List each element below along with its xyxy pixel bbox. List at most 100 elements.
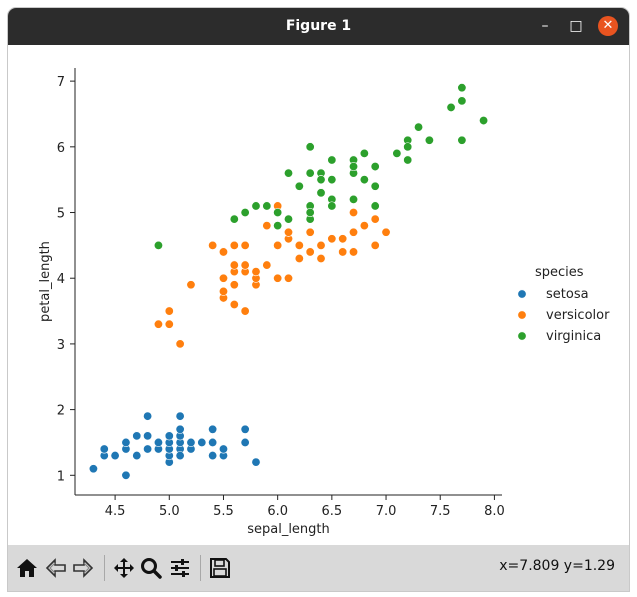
zoom-button[interactable]	[138, 555, 164, 581]
legend-marker-virginica	[517, 331, 527, 341]
home-button[interactable]	[14, 555, 40, 581]
point-setosa	[218, 444, 228, 454]
close-button[interactable]: ✕	[598, 16, 618, 36]
point-virginica	[316, 188, 326, 198]
point-setosa	[110, 451, 120, 461]
title-bar[interactable]: Figure 1 – □ ✕	[8, 8, 629, 45]
point-versicolor	[349, 227, 359, 237]
back-button[interactable]	[43, 555, 69, 581]
point-versicolor	[229, 280, 239, 290]
point-versicolor	[164, 306, 174, 316]
legend-title: species	[535, 265, 584, 280]
toolbar-separator	[200, 555, 201, 581]
point-setosa	[121, 470, 131, 480]
configure-subplots-button[interactable]	[167, 555, 193, 581]
point-virginica	[262, 201, 272, 211]
point-versicolor	[218, 273, 228, 283]
point-setosa	[143, 444, 153, 454]
point-setosa	[208, 437, 218, 447]
x-tick-label: 4.5	[105, 504, 126, 519]
point-virginica	[251, 201, 261, 211]
point-versicolor	[251, 267, 261, 277]
y-tick-label: 3	[57, 338, 65, 353]
y-tick-label: 5	[57, 207, 65, 222]
back-icon	[45, 558, 66, 578]
point-versicolor	[316, 240, 326, 250]
pan-icon	[114, 558, 134, 578]
point-virginica	[294, 181, 304, 191]
point-versicolor	[294, 254, 304, 264]
save-button[interactable]	[207, 555, 233, 581]
point-virginica	[305, 168, 315, 178]
point-setosa	[132, 451, 142, 461]
point-setosa	[153, 437, 163, 447]
window-title: Figure 1	[285, 18, 352, 34]
point-virginica	[424, 135, 434, 145]
scatter-chart: 4.5 5.0 5.5 6.0 6.5 7.0 7.5 8.0 1 2 3 4 5 6 7 sepal_l…	[38, 68, 610, 537]
toolbar-separator	[104, 555, 105, 581]
point-versicolor	[240, 260, 250, 270]
subplots-icon	[171, 559, 189, 577]
minimize-button[interactable]: –	[541, 18, 549, 34]
point-virginica	[305, 208, 315, 218]
point-setosa	[186, 437, 196, 447]
legend-marker-setosa	[517, 289, 527, 299]
point-setosa	[197, 437, 207, 447]
point-setosa	[175, 451, 185, 461]
x-tick-label: 7.0	[376, 504, 397, 519]
point-setosa	[143, 411, 153, 421]
legend: species setosa versicolor virginica	[517, 265, 610, 344]
point-setosa	[251, 457, 261, 467]
point-setosa	[164, 431, 174, 441]
pan-button[interactable]	[111, 555, 137, 581]
point-versicolor	[218, 286, 228, 296]
legend-label-virginica: virginica	[546, 329, 601, 344]
legend-label-versicolor: versicolor	[546, 308, 610, 323]
legend-label-setosa: setosa	[546, 287, 589, 302]
point-versicolor	[186, 280, 196, 290]
legend-marker-versicolor	[517, 310, 527, 320]
point-virginica	[327, 201, 337, 211]
point-virginica	[457, 96, 467, 106]
point-versicolor	[229, 240, 239, 250]
point-virginica	[359, 175, 369, 185]
point-virginica	[229, 214, 239, 224]
point-versicolor	[262, 260, 272, 270]
point-virginica	[359, 148, 369, 158]
x-tick-label: 6.5	[322, 504, 343, 519]
point-setosa	[88, 464, 98, 474]
point-versicolor	[283, 273, 293, 283]
y-tick-label: 2	[57, 404, 65, 419]
point-versicolor	[229, 299, 239, 309]
x-tick-label: 7.5	[430, 504, 451, 519]
point-versicolor	[229, 260, 239, 270]
point-versicolor	[273, 240, 283, 250]
y-axis-label: petal_length	[38, 241, 53, 322]
point-virginica	[370, 162, 380, 172]
y-tick-label: 1	[57, 469, 65, 484]
point-versicolor	[262, 221, 272, 231]
point-virginica	[457, 135, 467, 145]
point-virginica	[316, 175, 326, 185]
point-virginica	[283, 168, 293, 178]
figure-window: Figure 1 – □ ✕ 4.5 5.0 5.5 6.0 6.5 7.0 7.5 8.0 …	[8, 8, 629, 591]
point-virginica	[349, 162, 359, 172]
point-versicolor	[349, 247, 359, 257]
x-tick-label: 8.0	[484, 504, 505, 519]
point-setosa	[208, 424, 218, 434]
maximize-button[interactable]: □	[569, 18, 583, 34]
point-setosa	[175, 411, 185, 421]
point-setosa	[175, 424, 185, 434]
point-versicolor	[327, 234, 337, 244]
point-setosa	[240, 437, 250, 447]
y-ticks: 1 2 3 4 5 6 7	[57, 75, 75, 484]
x-tick-label: 5.0	[159, 504, 180, 519]
point-virginica	[305, 142, 315, 152]
point-virginica	[153, 240, 163, 250]
plot-canvas[interactable]: 4.5 5.0 5.5 6.0 6.5 7.0 7.5 8.0 1 2 3 4 5 6 7 sepal_l…	[8, 45, 629, 545]
point-versicolor	[381, 227, 391, 237]
point-virginica	[403, 142, 413, 152]
axes: 4.5 5.0 5.5 6.0 6.5 7.0 7.5 8.0 1 2 3 4 5 6 7	[57, 68, 505, 519]
forward-button[interactable]	[70, 555, 96, 581]
point-virginica	[370, 201, 380, 211]
